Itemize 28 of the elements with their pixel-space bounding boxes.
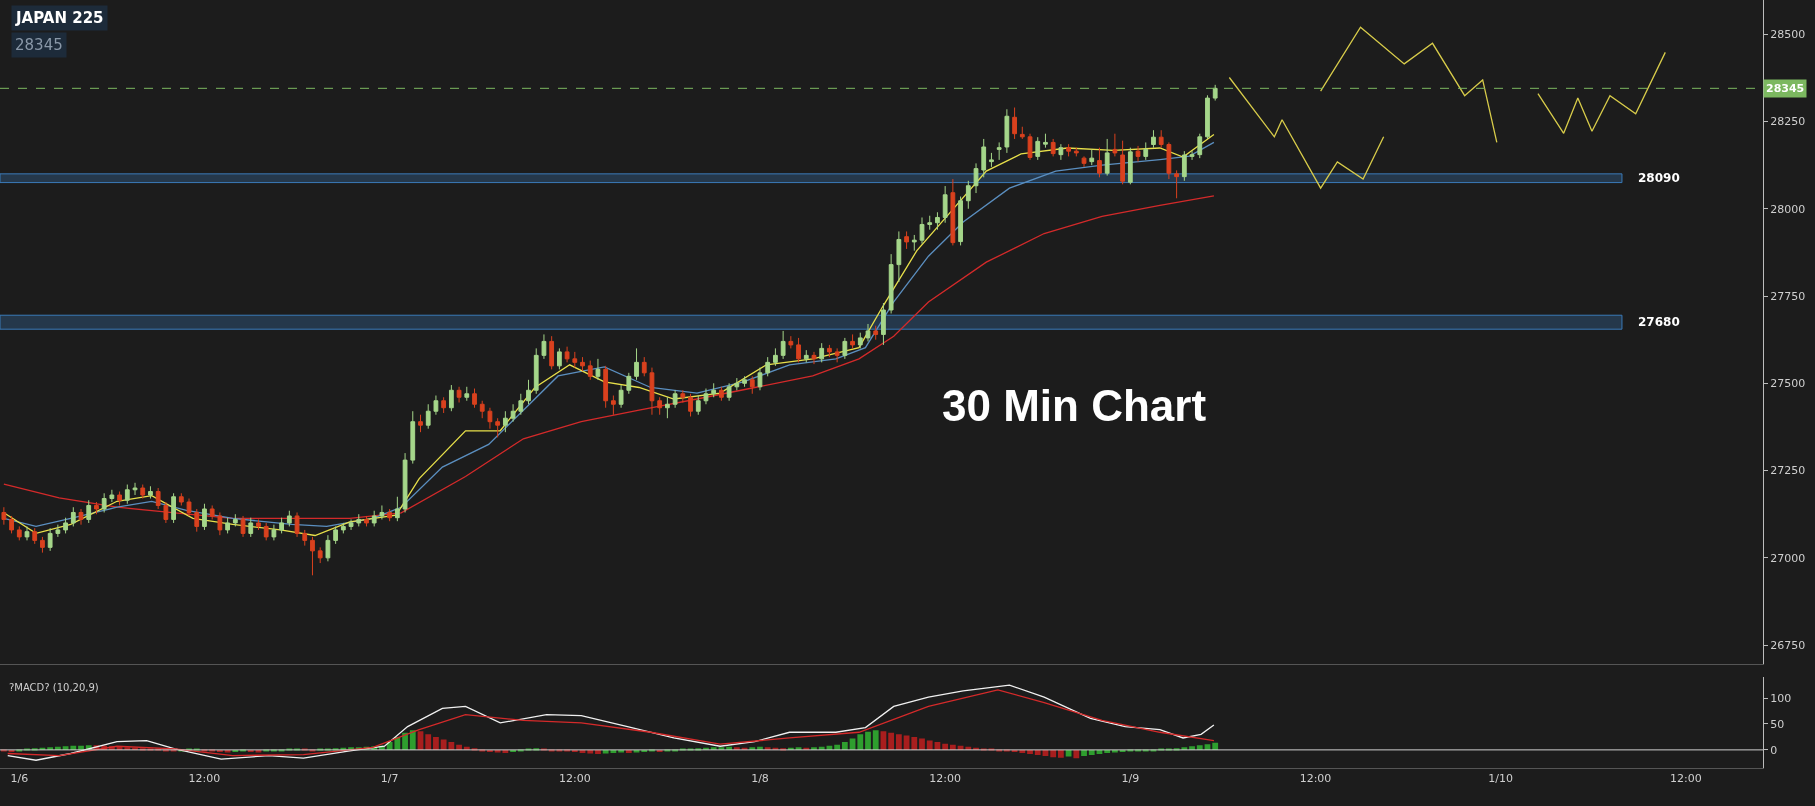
text: ?MACD? (10,20,9) bbox=[9, 682, 99, 693]
y-tick-label: 26750 bbox=[1770, 638, 1806, 652]
y-tick-label: 27750 bbox=[1770, 289, 1806, 303]
x-tick-label: 12:00 bbox=[188, 772, 221, 786]
text: JAPAN 225 bbox=[15, 9, 104, 27]
x-tick-label: 1/6 bbox=[10, 772, 29, 786]
band-label: 28090 bbox=[1638, 171, 1680, 185]
y-tick-label: 50 bbox=[1770, 717, 1785, 731]
y-tick-label: 100 bbox=[1770, 691, 1792, 705]
ref-line-label: 28345 bbox=[1766, 82, 1805, 95]
x-tick-label: 12:00 bbox=[558, 772, 591, 786]
annotation: 30 Min Chart bbox=[942, 381, 1207, 430]
y-tick-label: 28250 bbox=[1770, 115, 1806, 129]
y-tick-label: 27000 bbox=[1770, 551, 1806, 565]
x-tick-label: 12:00 bbox=[1299, 772, 1332, 786]
text: 28345 bbox=[15, 36, 63, 54]
x-tick-label: 12:00 bbox=[1669, 772, 1702, 786]
y-tick-label: 27250 bbox=[1770, 464, 1806, 478]
y-tick-label: 28000 bbox=[1770, 202, 1806, 216]
x-tick-label: 1/8 bbox=[751, 772, 769, 786]
x-tick-label: 1/10 bbox=[1488, 772, 1514, 786]
y-tick-label: 0 bbox=[1770, 743, 1778, 757]
x-tick-label: 12:00 bbox=[929, 772, 961, 786]
y-tick-label: 27500 bbox=[1770, 377, 1806, 391]
x-tick-label: 1/7 bbox=[380, 772, 399, 786]
band-label: 27680 bbox=[1638, 315, 1680, 329]
x-tick-label: 1/9 bbox=[1121, 772, 1140, 786]
y-tick-label: 28500 bbox=[1770, 28, 1806, 42]
